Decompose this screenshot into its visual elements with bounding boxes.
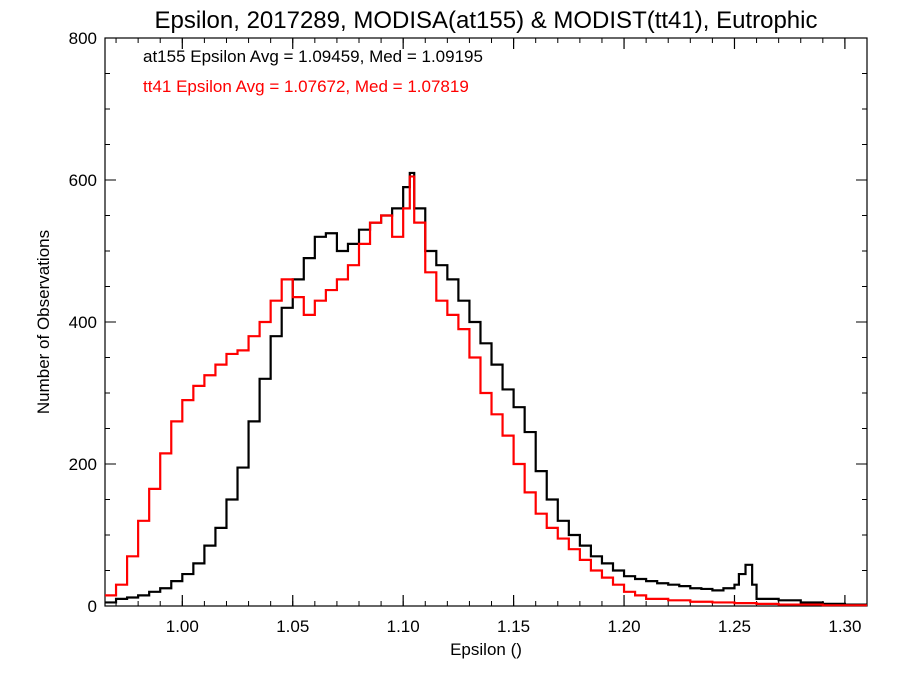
series-at155-line — [105, 173, 867, 605]
y-tick-label: 0 — [88, 597, 97, 616]
y-tick-label: 800 — [69, 29, 97, 48]
y-axis-label: Number of Observations — [34, 230, 53, 414]
series-tt41-line — [105, 176, 867, 605]
chart-title: Epsilon, 2017289, MODISA(at155) & MODIST… — [155, 7, 818, 34]
y-tick-label: 200 — [69, 455, 97, 474]
y-tick-label: 600 — [69, 171, 97, 190]
annotation-tt41-stats: tt41 Epsilon Avg = 1.07672, Med = 1.0781… — [143, 77, 469, 96]
x-tick-label: 1.20 — [607, 617, 640, 636]
series-layer — [105, 173, 867, 605]
x-tick-label: 1.00 — [166, 617, 199, 636]
x-tick-label: 1.05 — [276, 617, 309, 636]
plot-frame — [104, 37, 868, 607]
x-axis: 1.00 1.05 1.10 1.15 1.20 1.25 1.30 — [115, 38, 868, 636]
x-axis-label: Epsilon () — [450, 640, 522, 659]
x-tick-label: 1.15 — [497, 617, 530, 636]
x-tick-label: 1.10 — [387, 617, 420, 636]
annotation-at155-stats: at155 Epsilon Avg = 1.09459, Med = 1.091… — [143, 47, 483, 66]
y-tick-label: 400 — [69, 313, 97, 332]
x-tick-label: 1.25 — [718, 617, 751, 636]
x-tick-label: 1.30 — [828, 617, 861, 636]
y-axis: 0 200 400 600 800 — [69, 29, 867, 616]
